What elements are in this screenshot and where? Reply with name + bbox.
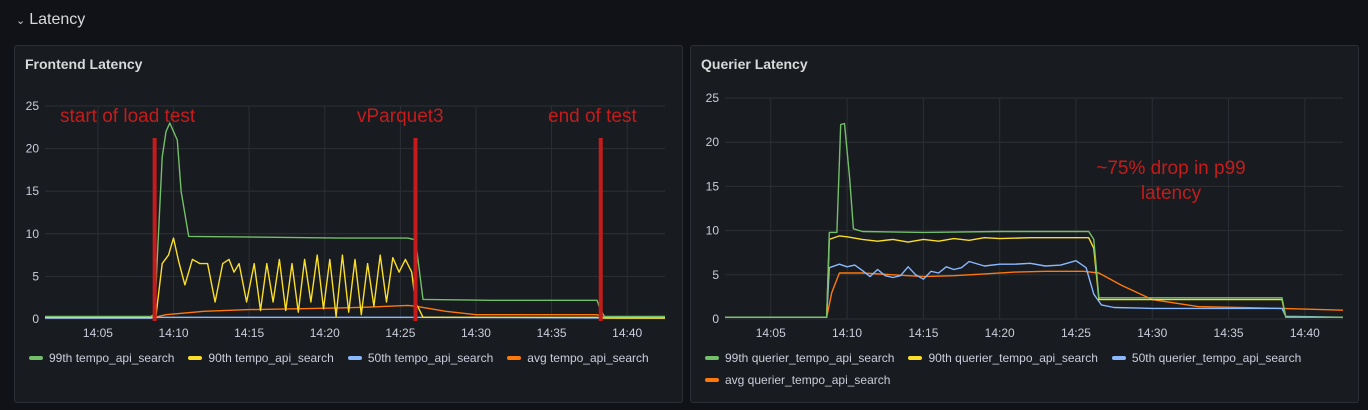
legend-label: 90th querier_tempo_api_search (928, 351, 1098, 365)
grid (45, 105, 665, 320)
annotation-text: ~75% drop in p99 (1096, 158, 1245, 179)
y-tick-label: 10 (706, 224, 720, 238)
x-tick-label: 14:40 (612, 326, 642, 340)
x-tick-label: 14:10 (159, 326, 189, 340)
annotation-text: start of load test (60, 106, 196, 127)
annotation-text: latency (1141, 183, 1202, 204)
x-tick-label: 14:35 (537, 326, 567, 340)
row-title: Latency (29, 11, 86, 28)
y-tick-label: 0 (712, 312, 719, 326)
series-line (725, 259, 1344, 318)
x-tick-label: 14:20 (310, 326, 340, 340)
y-tick-label: 5 (32, 269, 39, 283)
series-line (45, 304, 665, 319)
legend: 99th querier_tempo_api_search 90th querie… (705, 351, 1345, 387)
series-line (45, 237, 665, 319)
legend-swatch (507, 356, 522, 360)
series-line (45, 122, 665, 318)
x-tick-label: 14:20 (985, 326, 1015, 340)
legend-item[interactable]: 50th tempo_api_search (347, 351, 494, 365)
x-tick-label: 14:05 (83, 326, 113, 340)
legend-label: 99th querier_tempo_api_search (725, 351, 895, 365)
chevron-down-icon: ⌄ (16, 14, 26, 27)
series-line (725, 270, 1344, 318)
legend-swatch (29, 356, 43, 360)
legend-label: 90th tempo_api_search (208, 351, 334, 365)
y-tick-label: 15 (706, 179, 720, 193)
x-tick-label: 14:40 (1290, 326, 1320, 340)
y-tick-label: 25 (706, 91, 720, 105)
legend-label: avg tempo_api_search (527, 351, 649, 365)
x-tick-label: 14:35 (1214, 326, 1244, 340)
legend-item[interactable]: avg tempo_api_search (507, 351, 649, 365)
legend-label: 50th tempo_api_search (367, 351, 494, 365)
x-tick-label: 14:30 (461, 326, 491, 340)
x-tick-label: 14:05 (756, 326, 786, 340)
legend-swatch (188, 356, 203, 360)
panel-querier-latency: Querier Latency 0 5 10 15 20 25 14:05 14:10 14:1… (690, 45, 1359, 403)
legend-label: 99th tempo_api_search (49, 351, 175, 365)
legend-item[interactable]: 99th querier_tempo_api_search (705, 351, 894, 365)
legend-item[interactable]: 90th tempo_api_search (188, 351, 334, 365)
y-tick-label: 25 (26, 99, 40, 113)
legend-label: avg querier_tempo_api_search (725, 373, 891, 387)
legend-label: 50th querier_tempo_api_search (1131, 351, 1302, 365)
legend: 99th tempo_api_search 90th tempo_api_sear… (29, 351, 669, 365)
querier-latency-chart[interactable]: 0 5 10 15 20 25 14:05 14:10 14:15 14:20 14:25 14:30… (691, 46, 1358, 346)
series-line (725, 235, 1343, 318)
legend-swatch (347, 356, 362, 360)
panel-title[interactable]: Querier Latency (701, 56, 808, 72)
y-tick-label: 20 (706, 135, 720, 149)
series-line (725, 122, 1343, 318)
annotation-text: vParquet3 (357, 106, 444, 127)
legend-swatch (705, 378, 719, 382)
legend-item[interactable]: 90th querier_tempo_api_search (908, 351, 1098, 365)
y-tick-label: 10 (26, 227, 40, 241)
x-tick-label: 14:25 (1061, 326, 1091, 340)
legend-swatch (908, 356, 923, 360)
legend-swatch (1111, 356, 1126, 360)
y-tick-label: 15 (26, 184, 40, 198)
x-tick-label: 14:10 (832, 326, 862, 340)
panel-title[interactable]: Frontend Latency (25, 56, 143, 72)
legend-item[interactable]: 50th querier_tempo_api_search (1111, 351, 1302, 365)
legend-swatch (705, 356, 719, 360)
x-tick-label: 14:25 (385, 326, 415, 340)
y-tick-label: 20 (26, 142, 40, 156)
x-tick-label: 14:30 (1137, 326, 1167, 340)
row-header-latency[interactable]: ⌄ Latency (16, 8, 85, 32)
annotation-text: end of test (548, 106, 637, 127)
grid (725, 97, 1343, 320)
y-tick-label: 5 (712, 268, 719, 282)
x-tick-label: 14:15 (234, 326, 264, 340)
y-tick-label: 0 (32, 312, 39, 326)
panel-frontend-latency: Frontend Latency 0 5 10 15 20 25 14:05 14:10 14:… (14, 45, 683, 403)
x-tick-label: 14:15 (908, 326, 938, 340)
frontend-latency-chart[interactable]: 0 5 10 15 20 25 14:05 14:10 14:15 14:20 14:25 14:30… (15, 46, 682, 346)
legend-item[interactable]: 99th tempo_api_search (29, 351, 174, 365)
legend-item[interactable]: avg querier_tempo_api_search (705, 373, 890, 387)
